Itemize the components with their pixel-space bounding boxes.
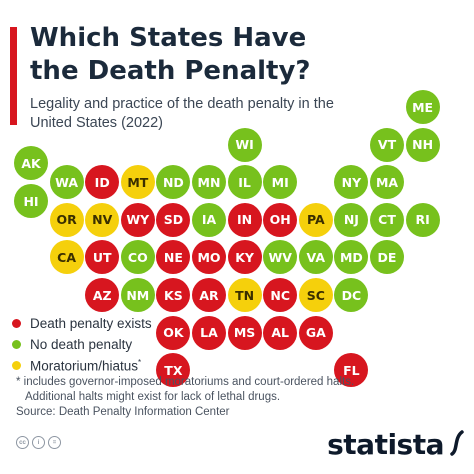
state-tile-fl: FL — [334, 353, 369, 388]
state-tile-mt: MT — [120, 165, 155, 200]
state-tile-vt: VT — [370, 127, 404, 162]
state-tile-tx: TX — [156, 353, 191, 388]
state-tile-nh: NH — [405, 127, 440, 162]
state-tile-pa: PA — [298, 202, 333, 237]
state-tile-md: MD — [334, 240, 369, 275]
state-tile-az: AZ — [85, 278, 120, 312]
legend: Death penalty exists No death penalty Mo… — [12, 313, 152, 376]
footnote-line-1: * includes governor-imposed moratoriums … — [16, 376, 355, 388]
state-tile-ny: NY — [334, 165, 369, 200]
state-tile-de: DE — [370, 240, 404, 275]
state-tile-ms: MS — [227, 315, 262, 350]
legend-label-death-penalty: Death penalty exists — [30, 316, 152, 331]
attribution-icon[interactable]: i — [32, 436, 45, 449]
source-note: Source: Death Penalty Information Center — [16, 406, 230, 418]
legend-item-moratorium: Moratorium/hiatus* — [12, 355, 152, 376]
state-tile-ga: GA — [298, 315, 333, 350]
state-tile-ca: CA — [49, 240, 84, 275]
state-tile-nd: ND — [156, 165, 191, 200]
state-tile-wi: WI — [227, 127, 262, 162]
statista-logo-wave-icon — [450, 430, 464, 456]
state-tile-tn: TN — [227, 278, 262, 312]
state-tile-wv: WV — [263, 240, 298, 275]
state-tile-ct: CT — [370, 202, 404, 237]
state-tile-va: VA — [298, 240, 333, 275]
state-tile-nc: NC — [263, 278, 298, 312]
state-tile-ky: KY — [227, 240, 262, 275]
legend-label-moratorium: Moratorium/hiatus* — [30, 357, 142, 374]
no-derivatives-icon[interactable]: = — [48, 436, 61, 449]
footer: cc i = statista — [10, 428, 464, 464]
legend-item-no-death-penalty: No death penalty — [12, 334, 152, 355]
state-tile-id: ID — [85, 165, 120, 200]
legend-item-death-penalty: Death penalty exists — [12, 313, 152, 334]
state-tile-ak: AK — [14, 146, 48, 181]
state-tile-nm: NM — [120, 278, 155, 312]
statista-logo[interactable]: statista — [327, 428, 444, 461]
state-tile-ar: AR — [192, 278, 226, 312]
state-tile-ut: UT — [85, 240, 120, 275]
title-accent-bar — [10, 27, 17, 125]
state-tile-co: CO — [120, 240, 155, 275]
state-tile-me: ME — [405, 90, 440, 124]
legend-swatch-death-penalty — [12, 319, 21, 328]
state-tile-ri: RI — [405, 202, 440, 237]
state-tile-wy: WY — [120, 202, 155, 237]
footnote-line-2: Additional halts might exist for lack of… — [25, 391, 281, 403]
state-tile-mo: MO — [192, 240, 226, 275]
state-tile-ia: IA — [192, 202, 226, 237]
legend-swatch-moratorium — [12, 361, 21, 370]
state-tile-or: OR — [49, 202, 84, 237]
state-tile-sc: SC — [298, 278, 333, 312]
page-title: Which States Have the Death Penalty? — [30, 23, 311, 86]
state-tile-ma: MA — [370, 165, 404, 200]
state-tile-ok: OK — [156, 315, 191, 350]
state-tile-al: AL — [263, 315, 298, 350]
state-tile-dc: DC — [334, 278, 369, 312]
state-tile-in: IN — [227, 202, 262, 237]
state-tile-mi: MI — [263, 165, 298, 200]
state-tile-oh: OH — [263, 202, 298, 237]
state-tile-ks: KS — [156, 278, 191, 312]
state-tile-la: LA — [192, 315, 226, 350]
cc-icon[interactable]: cc — [16, 436, 29, 449]
state-tile-mn: MN — [192, 165, 226, 200]
license-icons: cc i = — [16, 436, 61, 449]
state-tile-ne: NE — [156, 240, 191, 275]
state-tile-wa: WA — [49, 165, 84, 200]
state-tile-il: IL — [227, 165, 262, 200]
footnote: * includes governor-imposed moratoriums … — [16, 375, 456, 420]
legend-label-no-death-penalty: No death penalty — [30, 337, 133, 352]
state-tile-nv: NV — [85, 202, 120, 237]
state-tile-nj: NJ — [334, 202, 369, 237]
legend-swatch-no-death-penalty — [12, 340, 21, 349]
state-tile-hi: HI — [14, 184, 48, 218]
state-tile-sd: SD — [156, 202, 191, 237]
page-subtitle: Legality and practice of the death penal… — [30, 96, 334, 131]
